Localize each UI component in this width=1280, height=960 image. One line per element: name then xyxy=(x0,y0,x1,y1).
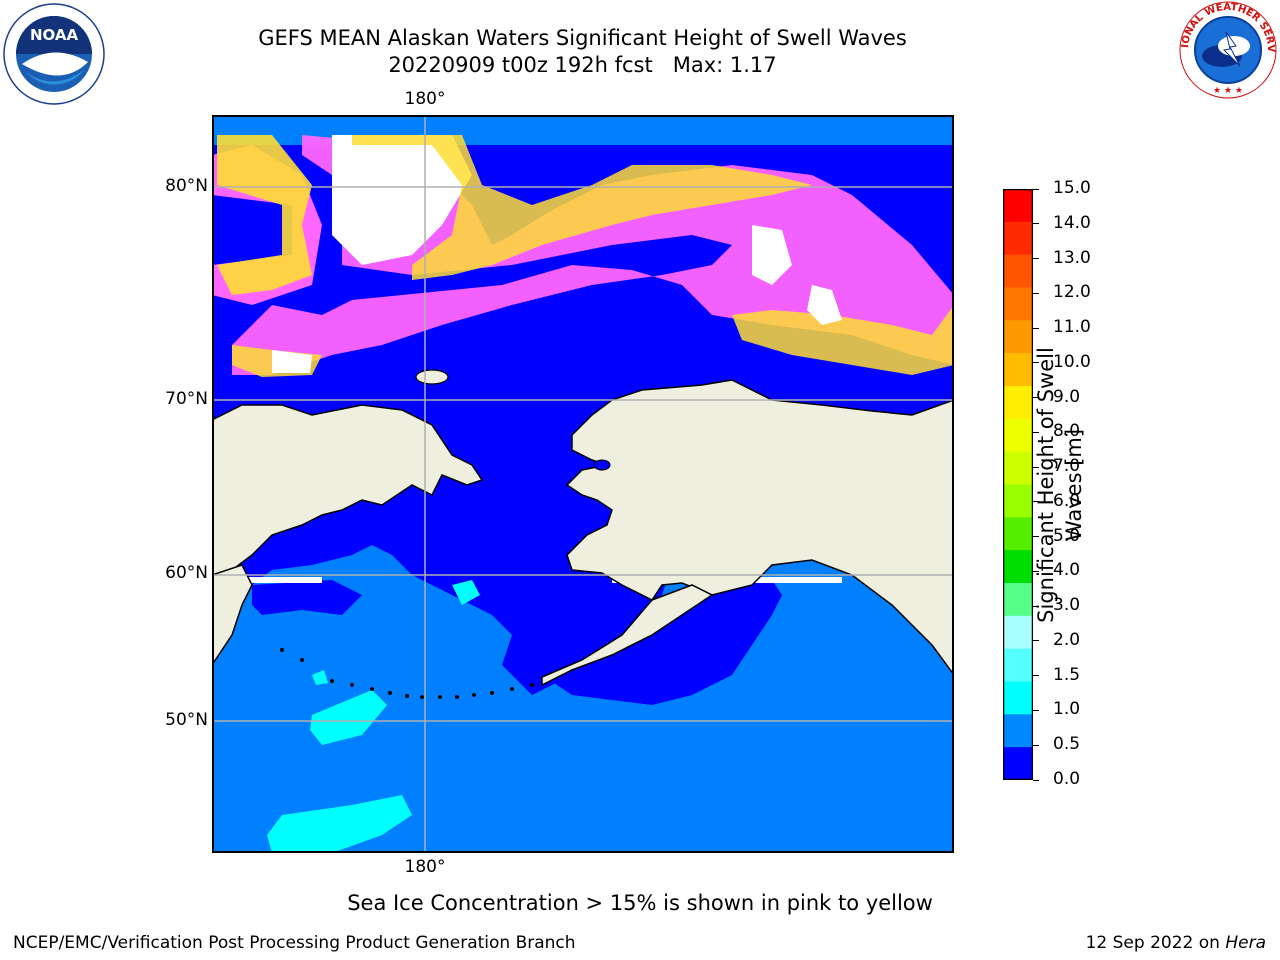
swell-height-map xyxy=(212,115,954,853)
colorbar-segment xyxy=(1003,615,1033,650)
svg-text:★ ★ ★: ★ ★ ★ xyxy=(1213,86,1243,96)
lat-label-60n: 60°N xyxy=(165,563,208,583)
land-chukotka xyxy=(212,404,484,576)
colorbar-tick-label: 6.0 xyxy=(1053,490,1081,511)
chart-title: GEFS MEAN Alaskan Waters Significant Hei… xyxy=(258,26,907,50)
land-alaska-peninsula xyxy=(541,584,714,687)
colorbar-tick-mark xyxy=(1033,605,1039,607)
colorbar-tick-mark xyxy=(1033,362,1039,364)
lon-label-top: 180° xyxy=(404,89,446,109)
colorbar-tick-mark xyxy=(1033,640,1039,642)
colorbar-tick-mark xyxy=(1033,744,1039,746)
lon-label-bottom: 180° xyxy=(404,857,446,877)
colorbar-tick-mark xyxy=(1033,397,1039,399)
colorbar-tick-mark xyxy=(1033,466,1039,468)
colorbar-tick-mark xyxy=(1033,779,1039,781)
colorbar-segment xyxy=(1003,287,1033,321)
colorbar-label-line2: Waves [m] xyxy=(1062,428,1086,542)
colorbar-segment xyxy=(1003,320,1033,354)
cyan-swell-patch xyxy=(310,690,387,745)
colorbar-segment xyxy=(1003,517,1033,551)
colorbar-segment xyxy=(1003,418,1033,453)
colorbar-tick-label: 4.0 xyxy=(1053,560,1081,581)
colorbar-tick-label: 7.0 xyxy=(1053,456,1081,477)
colorbar-tick-mark xyxy=(1033,188,1039,190)
colorbar-tick-label: 2.0 xyxy=(1053,629,1081,650)
colorbar-segment xyxy=(1003,648,1033,682)
land-alaska xyxy=(565,379,954,677)
colorbar xyxy=(1003,189,1033,780)
noaa-logo: NOAA xyxy=(3,3,105,105)
colorbar-tick-mark xyxy=(1033,258,1039,260)
footer-host: Hera xyxy=(1225,933,1266,953)
colorbar-segment xyxy=(1003,353,1033,387)
chart-subtitle: 20220909 t00z 192h fcst Max: 1.17 xyxy=(388,53,777,77)
lat-label-70n: 70°N xyxy=(165,389,208,409)
colorbar-tick-mark xyxy=(1033,223,1039,225)
colorbar-tick-label: 15.0 xyxy=(1053,178,1091,198)
colorbar-tick-label: 11.0 xyxy=(1053,317,1091,338)
colorbar-segment xyxy=(1003,451,1033,485)
land-kamchatka xyxy=(212,564,253,667)
colorbar-segment xyxy=(1003,583,1033,617)
footer-date: 12 Sep 2022 on Hera xyxy=(1086,933,1266,953)
colorbar-segment xyxy=(1003,681,1033,715)
colorbar-label-line1: Significant Height of Swell xyxy=(1034,347,1058,623)
colorbar-segment xyxy=(1003,747,1033,780)
lat-label-80n: 80°N xyxy=(165,176,208,196)
colorbar-tick-label: 0.5 xyxy=(1053,734,1081,755)
colorbar-tick-label: 0.0 xyxy=(1053,769,1081,789)
colorbar-segment xyxy=(1003,484,1033,518)
colorbar-tick-mark xyxy=(1033,570,1039,572)
graticule xyxy=(212,115,954,853)
colorbar-segment xyxy=(1003,386,1033,420)
colorbar-tick-mark xyxy=(1033,327,1039,329)
colorbar-tick-label: 5.0 xyxy=(1053,525,1081,546)
nws-logo: NATIONAL WEATHER SERVICE ★ ★ ★ xyxy=(1178,0,1277,99)
colorbar-tick-label: 12.0 xyxy=(1053,282,1091,303)
colorbar-segment xyxy=(1003,714,1033,748)
colorbar-tick-label: 13.0 xyxy=(1053,247,1091,268)
colorbar-tick-label: 9.0 xyxy=(1053,386,1081,407)
colorbar-segment xyxy=(1003,221,1033,256)
colorbar-segment xyxy=(1003,189,1033,223)
footer-date-text: 12 Sep 2022 on xyxy=(1085,933,1226,953)
colorbar-label: Significant Height of Swell Waves [m] xyxy=(1032,335,1088,635)
colorbar-tick-label: 3.0 xyxy=(1053,595,1081,616)
footer-credit: NCEP/EMC/Verification Post Processing Pr… xyxy=(13,933,576,953)
colorbar-tick-mark xyxy=(1033,709,1039,711)
colorbar-tick-label: 14.0 xyxy=(1053,212,1091,233)
colorbar-tick-label: 10.0 xyxy=(1053,351,1091,372)
colorbar-tick-label: 8.0 xyxy=(1053,421,1081,442)
noaa-logo-text: NOAA xyxy=(30,26,79,44)
lat-label-50n: 50°N xyxy=(165,710,208,730)
colorbar-tick-label: 1.5 xyxy=(1053,664,1081,685)
colorbar-tick-mark xyxy=(1033,501,1039,503)
sea-ice-footnote: Sea Ice Concentration > 15% is shown in … xyxy=(347,891,933,915)
colorbar-tick-mark xyxy=(1033,431,1039,433)
aleutian-islands xyxy=(280,648,534,699)
colorbar-tick-mark xyxy=(1033,675,1039,677)
colorbar-tick-label: 1.0 xyxy=(1053,699,1081,720)
colorbar-tick-mark xyxy=(1033,536,1039,538)
colorbar-tick-mark xyxy=(1033,292,1039,294)
colorbar-segment xyxy=(1003,254,1033,288)
colorbar-segment xyxy=(1003,550,1033,584)
